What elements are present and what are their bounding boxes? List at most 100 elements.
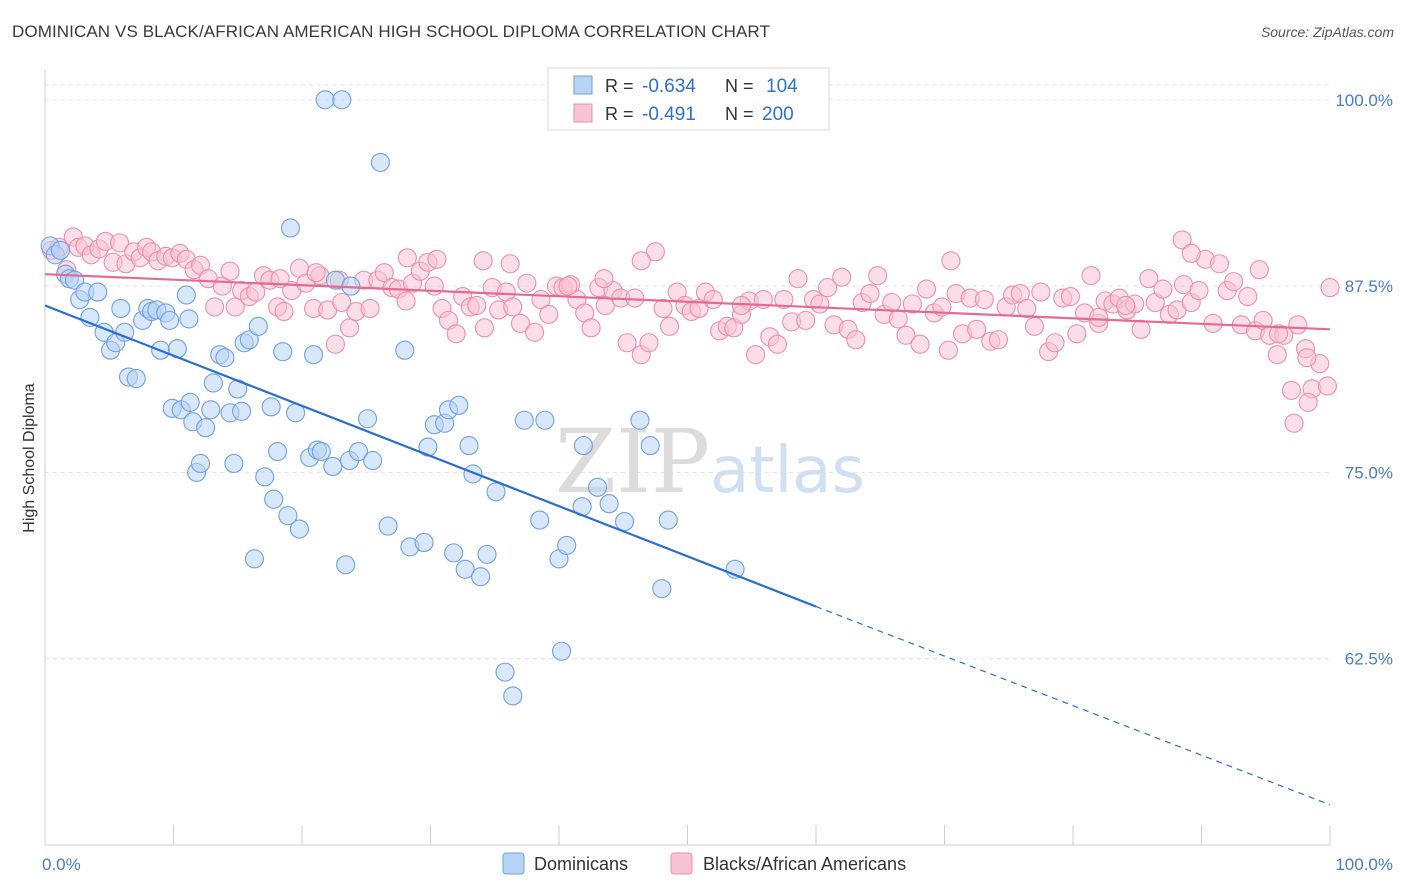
point-blacks-201 — [1089, 307, 1109, 327]
stats-r-label-1: R = — [605, 76, 634, 96]
point-dominicans-38 — [224, 453, 244, 474]
point-dominicans-23 — [160, 310, 180, 330]
point-blacks-132 — [974, 289, 994, 310]
point-dominicans-67 — [370, 152, 390, 172]
point-dominicans-9 — [88, 282, 108, 302]
point-dominicans-61 — [332, 90, 352, 110]
point-blacks-188 — [306, 263, 326, 283]
stats-n-value-2: 200 — [762, 104, 794, 125]
point-dominicans-68 — [378, 516, 398, 536]
point-blacks-154 — [1131, 319, 1151, 339]
point-dominicans-80 — [471, 567, 491, 587]
legend-swatch-dominicans — [502, 852, 525, 875]
x-tick-labels: 0.0% 100.0% — [42, 855, 1393, 874]
point-blacks-24 — [205, 297, 225, 317]
x-tick-label-0: 0.0% — [42, 855, 81, 874]
point-blacks-197 — [1298, 392, 1318, 412]
point-dominicans-82 — [486, 482, 506, 502]
legend-swatch-blacks — [670, 852, 693, 875]
x-tick-label-1: 100.0% — [1335, 855, 1393, 874]
point-dominicans-44 — [248, 316, 268, 336]
bottom-legend: Dominicans Blacks/African Americans — [502, 852, 906, 875]
y-tick-labels: 100.0% 87.5% 75.0% 62.5% — [1335, 91, 1393, 669]
point-blacks-185 — [427, 249, 447, 269]
stats-n-value-1: 104 — [766, 76, 798, 97]
point-blacks-175 — [1281, 380, 1301, 400]
point-blacks-62 — [474, 318, 495, 338]
point-blacks-190 — [631, 251, 651, 271]
point-blacks-61 — [467, 295, 487, 316]
point-blacks-181 — [1172, 230, 1192, 250]
point-blacks-138 — [1017, 298, 1037, 319]
point-blacks-202 — [1116, 295, 1136, 316]
stats-box-frame — [547, 67, 830, 131]
point-dominicans-43 — [244, 549, 265, 569]
point-blacks-157 — [1153, 279, 1173, 299]
point-dominicans-57 — [311, 441, 331, 462]
point-blacks-127 — [938, 340, 958, 360]
point-blacks-147 — [1081, 266, 1101, 286]
trend-line-dominicans — [44, 304, 817, 608]
point-blacks-66 — [503, 297, 523, 317]
point-dominicans-77 — [455, 559, 475, 579]
point-dominicans-86 — [530, 510, 550, 530]
point-dominicans-45 — [255, 467, 275, 487]
watermark: ZIPatlas — [555, 410, 865, 513]
point-blacks-200 — [594, 269, 614, 289]
point-blacks-193 — [941, 251, 961, 271]
y-tick-label-1: 87.5% — [1345, 277, 1393, 296]
point-dominicans-76 — [444, 543, 464, 563]
point-blacks-183 — [500, 254, 520, 274]
point-blacks-104 — [774, 289, 794, 310]
point-blacks-155 — [1139, 269, 1159, 289]
point-blacks-92 — [689, 298, 709, 319]
chart-title: DOMINICAN VS BLACK/AFRICAN AMERICAN HIGH… — [12, 22, 770, 41]
point-dominicans-50 — [278, 506, 298, 526]
point-blacks-191 — [558, 276, 578, 296]
point-blacks-169 — [1238, 286, 1258, 307]
point-blacks-195 — [1297, 348, 1317, 368]
point-dominicans-46 — [261, 397, 281, 417]
point-blacks-42 — [332, 292, 352, 313]
stats-r-value-2: -0.491 — [642, 104, 696, 125]
point-dominicans-84 — [503, 686, 523, 706]
point-blacks-120 — [888, 309, 908, 329]
trend-line-blacks — [44, 273, 1331, 331]
point-blacks-68 — [517, 273, 537, 293]
point-dominicans-69 — [395, 340, 415, 360]
point-blacks-199 — [1269, 324, 1289, 344]
point-dominicans-93 — [587, 477, 608, 497]
stats-swatch-dominicans — [573, 75, 593, 95]
point-blacks-103 — [767, 334, 788, 354]
point-dominicans-78 — [459, 436, 479, 456]
point-dominicans-58 — [315, 90, 335, 110]
point-blacks-131 — [967, 319, 987, 339]
point-blacks-67 — [510, 313, 531, 333]
point-blacks-196 — [1284, 413, 1304, 433]
point-blacks-192 — [731, 295, 752, 316]
point-blacks-106 — [788, 269, 808, 289]
point-dominicans-66 — [357, 409, 378, 429]
point-blacks-77 — [581, 318, 601, 338]
point-blacks-144 — [1060, 286, 1080, 307]
point-blacks-140 — [1031, 282, 1051, 302]
point-blacks-184 — [473, 251, 493, 271]
stats-n-label-1: N = — [725, 76, 754, 96]
y-tick-label-0: 100.0% — [1335, 91, 1393, 110]
point-blacks-134 — [988, 330, 1009, 350]
point-dominicans-51 — [280, 218, 300, 238]
point-blacks-69 — [525, 322, 545, 342]
point-blacks-173 — [1267, 345, 1287, 365]
point-dominicans-87 — [535, 410, 555, 430]
point-dominicans-13 — [111, 298, 131, 319]
point-dominicans-48 — [268, 441, 288, 462]
point-blacks-48 — [374, 263, 394, 283]
point-blacks-107 — [796, 310, 816, 330]
point-blacks-122 — [902, 294, 922, 314]
point-dominicans-99 — [658, 510, 678, 530]
point-blacks-88 — [659, 316, 680, 336]
point-blacks-86 — [645, 242, 665, 262]
point-blacks-79 — [595, 295, 615, 316]
stats-legend-box: R = -0.634 N = 104 R = -0.491 N = 200 — [547, 67, 830, 131]
